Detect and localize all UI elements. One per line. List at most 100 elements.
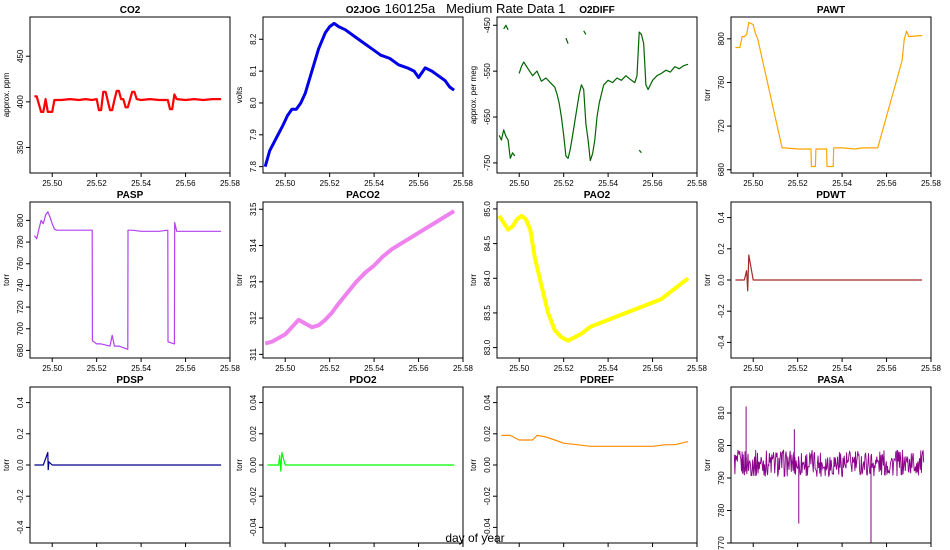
x-tick-label: 25.58 bbox=[453, 179, 474, 188]
y-tick-label: 760 bbox=[717, 75, 726, 89]
y-tick-label: 0.2 bbox=[717, 243, 726, 255]
x-tick-label: 25.54 bbox=[832, 364, 853, 373]
y-axis-label: torr bbox=[703, 274, 712, 286]
y-tick-label: 790 bbox=[717, 471, 726, 485]
x-tick-label: 25.50 bbox=[743, 179, 764, 188]
y-axis-label: torr bbox=[703, 459, 712, 471]
y-tick-label: 720 bbox=[717, 119, 726, 133]
y-tick-label: 400 bbox=[16, 95, 25, 109]
series-line bbox=[33, 211, 222, 350]
y-axis-label: torr bbox=[235, 274, 244, 286]
x-tick-label: 25.58 bbox=[220, 179, 241, 188]
plot-frame bbox=[730, 16, 932, 174]
x-tick-label: 25.52 bbox=[554, 179, 575, 188]
x-tick-label: 25.50 bbox=[275, 179, 296, 188]
y-tick-label: -0.02 bbox=[483, 487, 492, 506]
x-tick-label: 25.54 bbox=[131, 364, 152, 373]
x-tick-label: 25.58 bbox=[921, 179, 942, 188]
panel-title: CO2 bbox=[120, 5, 141, 16]
x-axis-label: day of year bbox=[445, 531, 505, 545]
panel-pawt: PAWT 25.50 25.52 25.54 25.56 25.58 680 720 760 80… bbox=[703, 5, 942, 188]
y-tick-label: 84.0 bbox=[483, 270, 492, 286]
panel-title: O2DIFF bbox=[579, 5, 615, 16]
y-tick-label: 84.5 bbox=[483, 235, 492, 251]
y-tick-label: -0.2 bbox=[16, 489, 25, 503]
plot-area bbox=[735, 254, 923, 292]
panel-o2jog: O2JOG 25.50 25.52 25.54 25.56 25.58 7.8 7.9 8.0 8… bbox=[235, 5, 474, 188]
y-tick-label: -650 bbox=[483, 108, 492, 125]
panel-title: PAO2 bbox=[584, 190, 611, 201]
x-tick-label: 25.50 bbox=[509, 179, 530, 188]
series-line bbox=[263, 21, 455, 168]
y-axis-label: approx. per meg bbox=[469, 66, 478, 124]
y-tick-label: 313 bbox=[249, 275, 258, 289]
y-tick-label: 770 bbox=[717, 536, 726, 550]
y-tick-label: 7.9 bbox=[249, 129, 258, 141]
series-line bbox=[638, 149, 642, 154]
y-tick-label: 0.0 bbox=[16, 459, 25, 471]
series-line bbox=[583, 30, 587, 35]
x-tick-label: 25.54 bbox=[598, 364, 619, 373]
plot-area bbox=[497, 213, 690, 343]
plot-area bbox=[34, 451, 222, 471]
panel-pasp: PASP 25.50 25.52 25.54 25.56 25.58 680 700 720 74… bbox=[2, 190, 241, 373]
panel-title: PAWT bbox=[817, 5, 845, 16]
panel-title: O2JOG bbox=[346, 5, 381, 16]
x-tick-label: 25.56 bbox=[409, 179, 430, 188]
panel-pdsp: PDSP25.5025.5225.5425.5625.58-0.4-0.20.0… bbox=[2, 375, 241, 550]
y-tick-label: 680 bbox=[717, 163, 726, 177]
plot-frame bbox=[730, 386, 932, 544]
series-line bbox=[503, 24, 509, 31]
plot-frame bbox=[262, 201, 464, 359]
y-tick-label: -0.4 bbox=[16, 520, 25, 534]
y-axis-label: torr bbox=[235, 459, 244, 471]
y-tick-label: 0.00 bbox=[483, 457, 492, 473]
y-tick-label: 311 bbox=[249, 347, 258, 360]
y-tick-label: 680 bbox=[16, 343, 25, 357]
plot-area bbox=[33, 211, 222, 350]
plot-area bbox=[501, 434, 689, 447]
x-tick-label: 25.56 bbox=[643, 179, 664, 188]
y-tick-label: 800 bbox=[16, 213, 25, 227]
panel-title: PDREF bbox=[580, 375, 614, 386]
y-tick-label: -0.4 bbox=[717, 335, 726, 349]
y-tick-label: 0.0 bbox=[717, 274, 726, 286]
x-tick-label: 25.52 bbox=[788, 179, 809, 188]
y-tick-label: -0.04 bbox=[483, 518, 492, 537]
figure-title: 160125a Medium Rate Data 1 bbox=[384, 1, 566, 16]
y-tick-label: 7.8 bbox=[249, 161, 258, 173]
x-tick-label: 25.58 bbox=[921, 364, 942, 373]
panel-title: PASP bbox=[117, 190, 144, 201]
plot-area bbox=[733, 406, 925, 543]
panel-title: PDWT bbox=[816, 190, 845, 201]
y-tick-label: 350 bbox=[16, 140, 25, 154]
x-tick-label: 25.50 bbox=[42, 364, 63, 373]
plot-area bbox=[735, 21, 923, 168]
y-tick-label: 85.0 bbox=[483, 201, 492, 217]
plot-frame bbox=[262, 16, 464, 174]
y-tick-label: 780 bbox=[717, 503, 726, 517]
y-tick-label: 314 bbox=[249, 238, 258, 252]
x-tick-label: 25.56 bbox=[409, 364, 430, 373]
y-tick-label: 700 bbox=[16, 322, 25, 336]
series-line bbox=[34, 451, 222, 471]
y-tick-label: 0.2 bbox=[16, 428, 25, 440]
y-tick-label: -0.04 bbox=[249, 518, 258, 537]
x-tick-label: 25.54 bbox=[364, 364, 385, 373]
y-tick-label: -0.2 bbox=[717, 304, 726, 318]
x-tick-label: 25.52 bbox=[320, 364, 341, 373]
panel-pdo2: PDO225.5025.5225.5425.5625.58-0.04-0.020… bbox=[235, 375, 474, 550]
series-line bbox=[498, 129, 516, 159]
y-tick-label: 450 bbox=[16, 49, 25, 63]
panel-pasa: PASA25.5025.5225.5425.5625.5877078079080… bbox=[703, 375, 942, 550]
x-tick-label: 25.56 bbox=[176, 364, 197, 373]
panel-title: PASA bbox=[817, 375, 844, 386]
y-tick-label: 810 bbox=[717, 406, 726, 420]
y-tick-label: -750 bbox=[483, 154, 492, 171]
panel-paco2: PACO2 25.50 25.52 25.54 25.56 25.58 311 312 313 3… bbox=[235, 190, 474, 373]
plot-area bbox=[264, 209, 456, 346]
plot-frame bbox=[29, 16, 231, 174]
x-tick-label: 25.52 bbox=[87, 364, 108, 373]
y-tick-label: -450 bbox=[483, 17, 492, 34]
